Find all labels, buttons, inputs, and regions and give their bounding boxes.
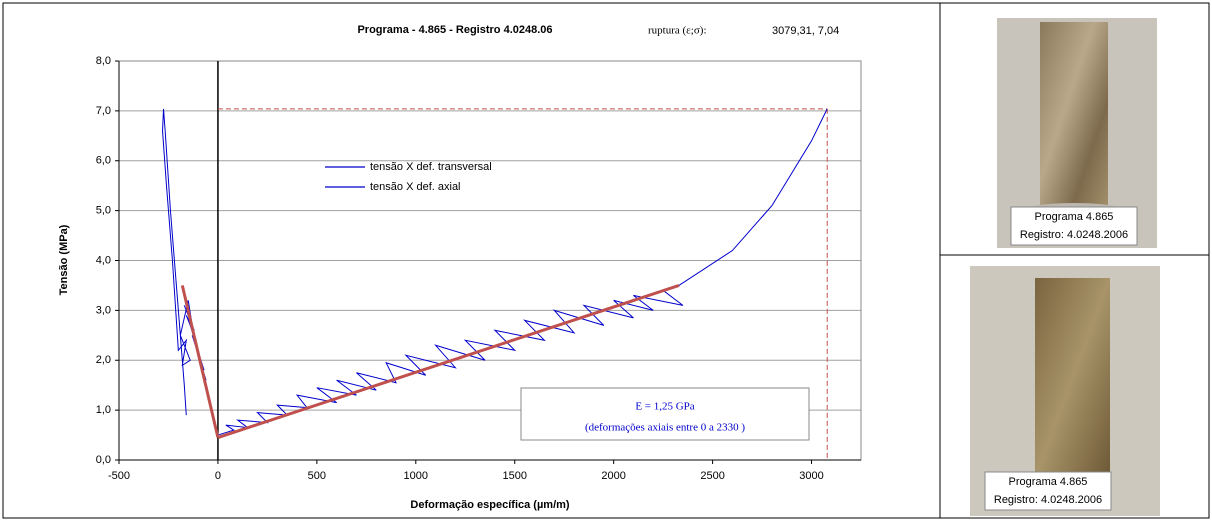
y-tick-label: 5,0: [96, 205, 111, 217]
photo-caption: Programa 4.865: [1035, 211, 1114, 223]
x-tick-label: 0: [215, 470, 221, 482]
rock-sample: [1035, 278, 1110, 478]
trend-line: [180, 285, 220, 438]
annotation-subtitle: (deformações axiais entre 0 a 2330 ): [585, 422, 745, 434]
photo-caption: Registro: 4.0248.2006: [994, 494, 1102, 506]
legend-label: tensão X def. transversal: [370, 161, 492, 173]
annotation-box: [520, 387, 810, 441]
photo: Programa 4.865 Registro: 4.0248.2006: [997, 18, 1157, 248]
photo-caption: Registro: 4.0248.2006: [1020, 229, 1128, 241]
x-tick-label: 3000: [799, 470, 823, 482]
rupture-value: 3079,31, 7,04: [772, 25, 839, 37]
annotation-title: E = 1,25 GPa: [635, 401, 694, 413]
photo-caption: Programa 4.865: [1009, 476, 1088, 488]
data-line: [217, 108, 828, 436]
rupture-label: ruptura (ε;σ):: [648, 25, 707, 37]
x-axis-title: Deformação específica (µm/m): [410, 499, 570, 511]
legend-label: tensão X def. axial: [370, 181, 461, 193]
y-tick-label: 4,0: [96, 254, 111, 266]
y-tick-label: 1,0: [96, 404, 111, 416]
y-tick-label: 2,0: [96, 354, 111, 366]
y-tick-label: 0,0: [96, 454, 111, 466]
x-tick-label: 500: [308, 470, 326, 482]
x-tick-label: 2500: [700, 470, 724, 482]
y-tick-label: 7,0: [96, 105, 111, 117]
chart-title: Programa - 4.865 - Registro 4.0248.06: [357, 24, 552, 36]
plot-area: 0,0 1,0 2,0 3,0 4,0 5,0 6,0 7,0 8,0 -500 0 500 1000 1…: [96, 55, 862, 482]
y-tick-label: 8,0: [96, 55, 111, 67]
y-tick-label: 6,0: [96, 155, 111, 167]
y-axis-title: Tensão (MPa): [58, 224, 70, 295]
x-tick-label: -500: [108, 470, 130, 482]
frame: [2, 2, 1210, 519]
x-tick-label: 2000: [601, 470, 625, 482]
data-line: [162, 108, 219, 436]
x-tick-label: 1500: [502, 470, 526, 482]
x-tick-label: 1000: [404, 470, 428, 482]
trend-line: [217, 284, 680, 439]
y-tick-label: 3,0: [96, 304, 111, 316]
rock-sample: [1040, 22, 1108, 222]
photo: Programa 4.865 Registro: 4.0248.2006: [970, 266, 1160, 516]
